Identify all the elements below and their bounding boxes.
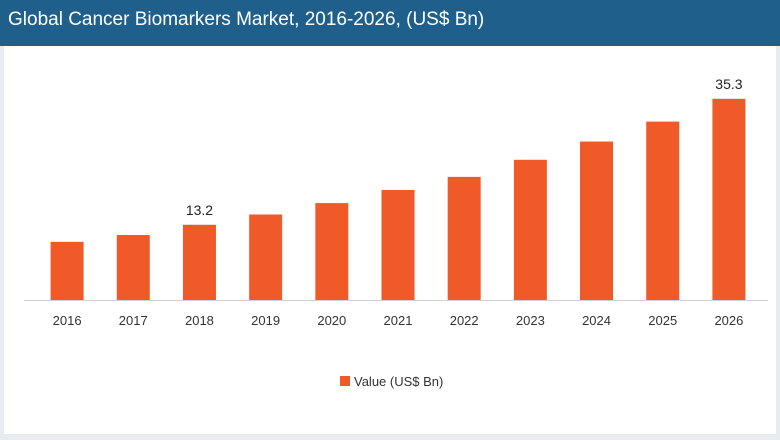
bar-2026 [712,98,746,300]
x-tick-2018: 2018 [185,313,214,328]
border-strip-bottom [0,434,780,440]
x-tick-2016: 2016 [53,313,82,328]
x-tick-2025: 2025 [648,313,677,328]
bar-2021 [381,189,415,300]
x-tick-2022: 2022 [450,313,479,328]
bars-group [50,98,746,300]
border-strip-right [776,46,780,440]
x-tick-2019: 2019 [251,313,280,328]
bar-2023 [513,159,547,300]
bar-2016 [50,241,84,300]
chart-frame: 2016 2017 2018 2019 2020 2021 2022 2023 2024 2025… [4,48,776,434]
legend: Value (US$ Bn) [340,374,443,389]
bar-2025 [646,121,680,300]
data-label-2026: 35.3 [715,76,742,92]
data-labels: 13.2 35.3 [186,76,743,218]
bar-2022 [447,176,481,300]
bar-2024 [580,141,614,300]
x-tick-2023: 2023 [516,313,545,328]
chart-header: Global Cancer Biomarkers Market, 2016-20… [0,0,780,46]
legend-swatch [340,376,350,386]
x-tick-2021: 2021 [384,313,413,328]
x-tick-labels: 2016 2017 2018 2019 2020 2021 2022 2023 2024 2025… [53,313,744,328]
legend-label: Value (US$ Bn) [354,374,443,389]
x-tick-2020: 2020 [317,313,346,328]
bar-chart: 2016 2017 2018 2019 2020 2021 2022 2023 2024 2025… [24,76,768,389]
border-strip-left [0,46,4,440]
x-tick-2026: 2026 [714,313,743,328]
bar-2020 [315,203,349,300]
bar-2017 [116,235,150,300]
x-tick-2017: 2017 [119,313,148,328]
x-tick-2024: 2024 [582,313,611,328]
bar-2018 [182,224,216,300]
bar-2019 [249,214,283,300]
data-label-2018: 13.2 [186,202,213,218]
chart-title: Global Cancer Biomarkers Market, 2016-20… [8,9,485,30]
